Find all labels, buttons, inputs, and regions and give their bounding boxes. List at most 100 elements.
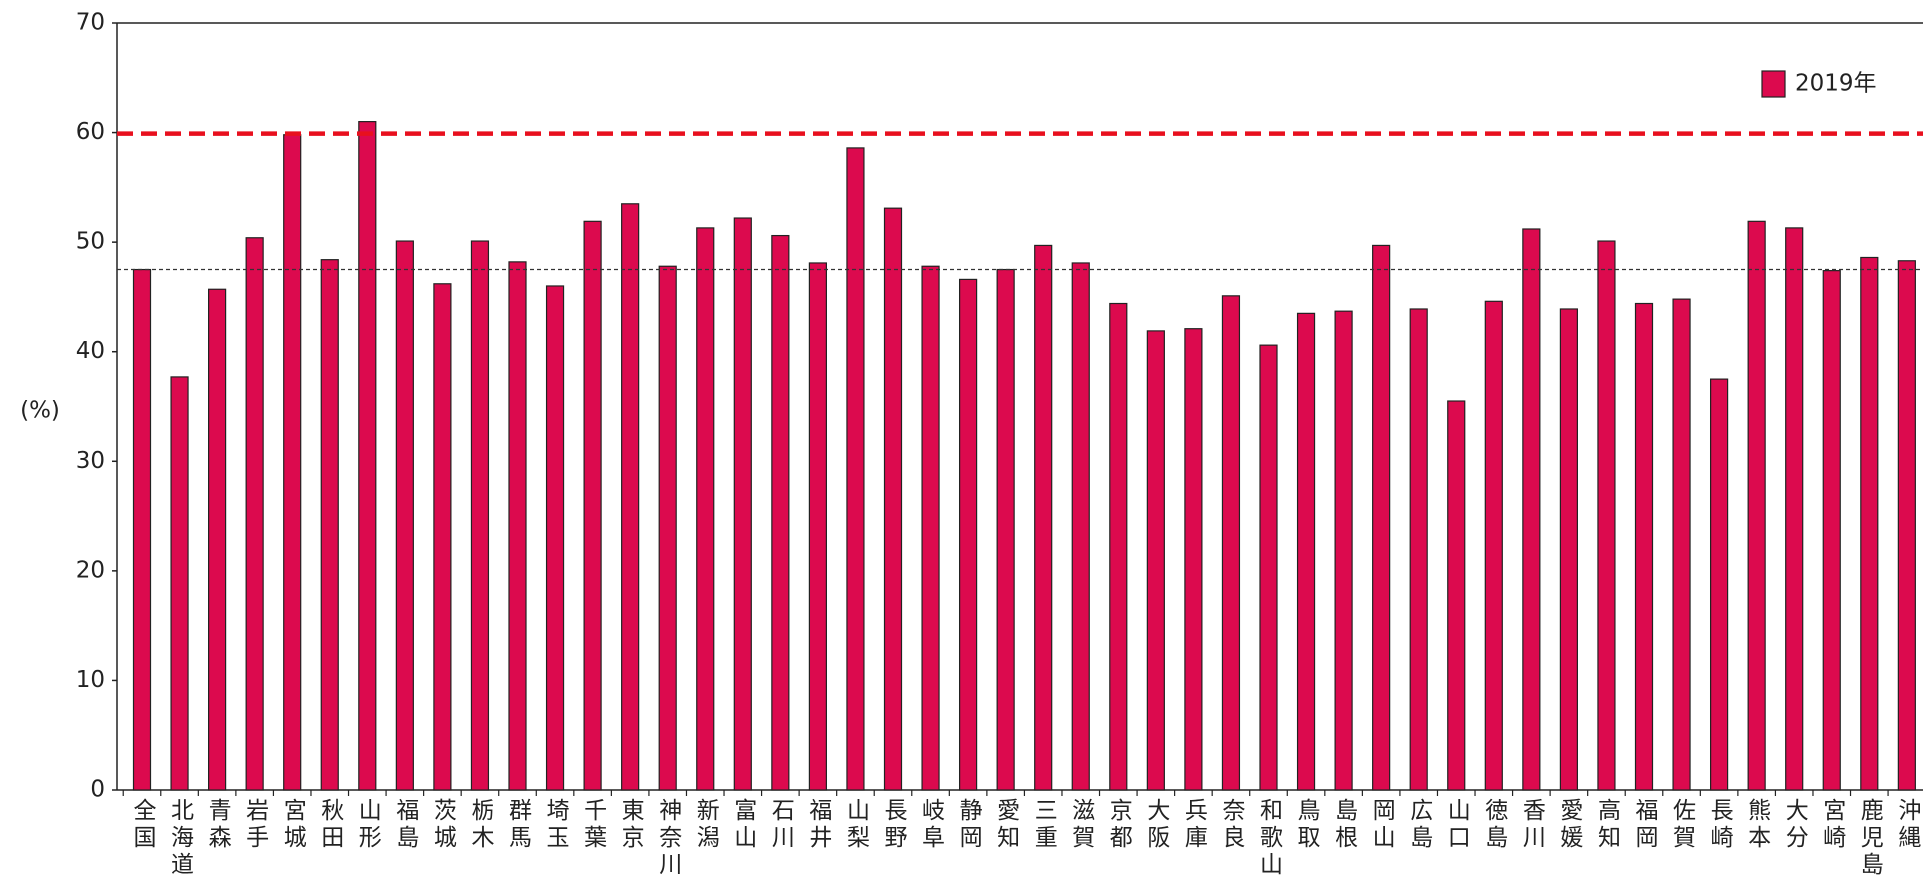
y-tick-label: 60 <box>76 119 105 145</box>
bar <box>883 207 903 791</box>
bar <box>170 376 189 791</box>
x-tick-label: 埼玉 <box>542 798 570 852</box>
bar <box>696 227 715 791</box>
bar <box>771 234 790 791</box>
bar <box>1484 300 1503 791</box>
x-tick-label: 宮城 <box>279 798 307 852</box>
bar <box>1109 302 1128 791</box>
x-tick-label: 青森 <box>204 798 232 852</box>
x-tick-label: 群馬 <box>505 798 533 852</box>
y-tick-label: 50 <box>76 229 105 255</box>
x-tick-label: 山形 <box>354 798 382 852</box>
bar <box>1860 256 1879 791</box>
bar <box>395 240 414 791</box>
x-tick-label: 高知 <box>1593 798 1621 852</box>
bar <box>958 278 978 791</box>
bar <box>1522 228 1541 791</box>
x-tick-label: 大分 <box>1781 798 1809 852</box>
x-tick-label: 北海道 <box>167 798 195 879</box>
bar <box>921 265 940 791</box>
x-tick-label: 沖縄 <box>1894 798 1922 852</box>
x-tick-label: 栃木 <box>467 798 495 852</box>
bar <box>583 220 602 791</box>
bar <box>1184 328 1203 791</box>
x-tick-label: 山梨 <box>842 798 870 852</box>
x-tick-label: 長崎 <box>1706 798 1733 852</box>
bar <box>1785 227 1804 791</box>
y-tick-label: 0 <box>90 777 105 803</box>
x-tick-label: 鹿児島 <box>1856 798 1884 879</box>
bar <box>1559 308 1579 791</box>
x-tick-label: 奈良 <box>1218 798 1246 852</box>
x-tick-label: 富山 <box>730 798 757 852</box>
x-tick-label: 和歌山 <box>1256 798 1284 879</box>
x-tick-label: 岡山 <box>1368 798 1394 852</box>
x-tick-label: 福島 <box>392 798 420 852</box>
bar <box>1034 244 1053 791</box>
x-tick-label: 宮崎 <box>1819 798 1846 852</box>
bar <box>208 288 227 791</box>
x-tick-label: 福岡 <box>1631 798 1659 852</box>
x-tick-label: 茨城 <box>429 798 457 852</box>
x-tick-label: 岩手 <box>242 798 270 852</box>
x-tick-label: 神奈川 <box>655 798 683 879</box>
x-tick-label: 徳島 <box>1481 798 1509 852</box>
x-tick-label: 長野 <box>880 798 908 852</box>
bar <box>470 240 490 791</box>
y-axis-label: (%) <box>20 398 60 424</box>
bar <box>621 203 640 791</box>
x-tick-label: 福井 <box>805 798 833 852</box>
x-tick-label: 新潟 <box>692 798 720 852</box>
bar <box>733 217 752 791</box>
x-tick-label: 三重 <box>1030 798 1057 852</box>
bar <box>508 261 527 791</box>
bar <box>283 134 302 791</box>
y-tick-label: 30 <box>76 448 105 474</box>
bar <box>433 283 452 791</box>
x-tick-label: 京都 <box>1105 798 1133 852</box>
bar <box>132 268 152 791</box>
bar <box>1372 244 1391 791</box>
legend-swatch <box>1761 70 1786 98</box>
x-tick-label: 愛媛 <box>1556 798 1584 852</box>
x-tick-label: 広島 <box>1406 798 1434 852</box>
x-tick-label: 岐阜 <box>918 798 945 852</box>
y-tick-label: 40 <box>76 338 105 364</box>
x-tick-label: 鳥取 <box>1293 798 1321 852</box>
bar <box>320 259 339 791</box>
x-tick-label: 大阪 <box>1143 798 1171 852</box>
x-tick-label: 東京 <box>617 798 645 852</box>
x-tick-label: 愛知 <box>993 798 1021 852</box>
bar <box>545 285 565 791</box>
x-tick-label: 熊本 <box>1744 798 1772 852</box>
legend-label: 2019年 <box>1795 71 1877 97</box>
x-tick-label: 石川 <box>767 798 795 852</box>
x-tick-label: 兵庫 <box>1180 798 1208 852</box>
bar <box>1597 240 1616 791</box>
x-tick-label: 秋田 <box>317 798 345 852</box>
bar <box>1259 344 1278 791</box>
x-tick-label: 佐賀 <box>1669 798 1697 852</box>
bar <box>1709 378 1729 791</box>
bar <box>996 268 1015 791</box>
x-tick-label: 山口 <box>1443 798 1469 852</box>
bar <box>1409 308 1428 791</box>
bar <box>1897 260 1916 791</box>
bar <box>1447 400 1466 791</box>
bar <box>358 121 377 791</box>
bar <box>808 262 828 791</box>
bar <box>1672 298 1691 791</box>
bar <box>1221 295 1241 791</box>
bar <box>1822 270 1841 791</box>
y-tick-label: 10 <box>76 667 105 693</box>
x-tick-label: 島根 <box>1331 798 1359 852</box>
x-tick-label: 滋賀 <box>1068 798 1096 852</box>
x-tick-label: 全国 <box>129 798 157 852</box>
x-tick-label: 香川 <box>1518 798 1546 852</box>
bar <box>1071 262 1090 791</box>
bar <box>1334 310 1353 791</box>
bar <box>658 265 677 791</box>
y-tick-label: 20 <box>76 557 105 583</box>
bar <box>1747 220 1766 791</box>
